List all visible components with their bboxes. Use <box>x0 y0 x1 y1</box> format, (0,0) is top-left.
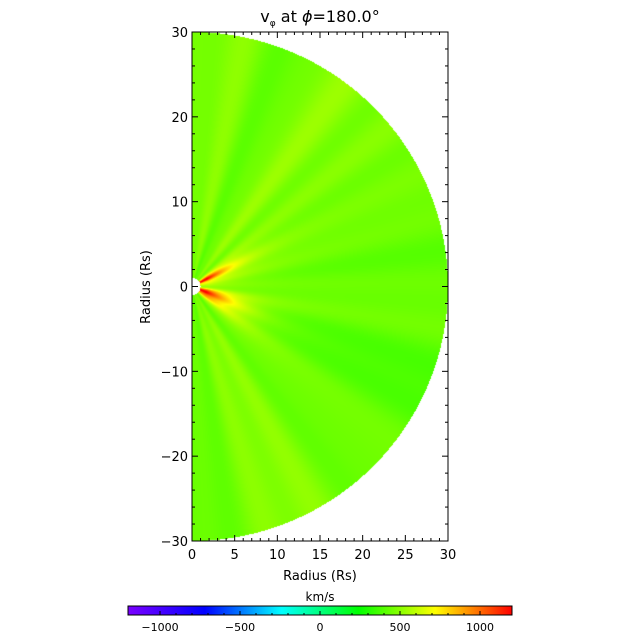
x-axis-ticks: 0 5 10 15 20 25 30 <box>188 32 456 563</box>
title-phi: ϕ <box>302 7 313 26</box>
colorbar-label: km/s <box>306 590 335 604</box>
colorbar: km/s −1000 −500 0 500 1000 <box>127 590 513 634</box>
colorbar-tick-label: 500 <box>390 621 411 634</box>
y-tick-label: 20 <box>171 111 188 126</box>
title-main: v <box>260 7 269 26</box>
y-tick-label: −10 <box>161 365 188 380</box>
x-tick-label: 15 <box>312 548 329 563</box>
y-tick-label: 10 <box>171 196 188 211</box>
title-subscript: φ <box>270 19 276 29</box>
colorbar-tick-label: 0 <box>317 621 324 634</box>
plot-area: 0 5 10 15 20 25 30 30 20 10 0 −10 −20 −30 <box>161 26 457 563</box>
y-tick-label: 30 <box>171 26 188 41</box>
x-tick-label: 20 <box>354 548 371 563</box>
colorbar-ticks: −1000 −500 0 500 1000 <box>141 611 494 634</box>
title-mid: at <box>276 7 302 26</box>
colorbar-tick-label: −1000 <box>141 621 178 634</box>
svg-text:vφ at ϕ=180.0°: vφ at ϕ=180.0° <box>260 7 379 29</box>
y-tick-label: 0 <box>180 281 188 296</box>
colorbar-tick-label: −500 <box>225 621 255 634</box>
x-tick-label: 5 <box>231 548 239 563</box>
x-tick-label: 10 <box>269 548 286 563</box>
y-tick-label: −30 <box>161 535 188 550</box>
x-tick-label: 30 <box>440 548 457 563</box>
y-axis-label: Radius (Rs) <box>139 250 154 324</box>
x-tick-label: 0 <box>188 548 196 563</box>
x-axis-label: Radius (Rs) <box>283 569 357 584</box>
y-axis-ticks: 30 20 10 0 −10 −20 −30 <box>161 26 448 550</box>
colorbar-tick-label: 1000 <box>466 621 494 634</box>
chart-title: vφ at ϕ=180.0° <box>260 7 379 29</box>
heatmap <box>192 32 448 541</box>
x-tick-label: 25 <box>397 548 414 563</box>
y-tick-label: −20 <box>161 450 188 465</box>
title-value: =180.0° <box>313 7 380 26</box>
